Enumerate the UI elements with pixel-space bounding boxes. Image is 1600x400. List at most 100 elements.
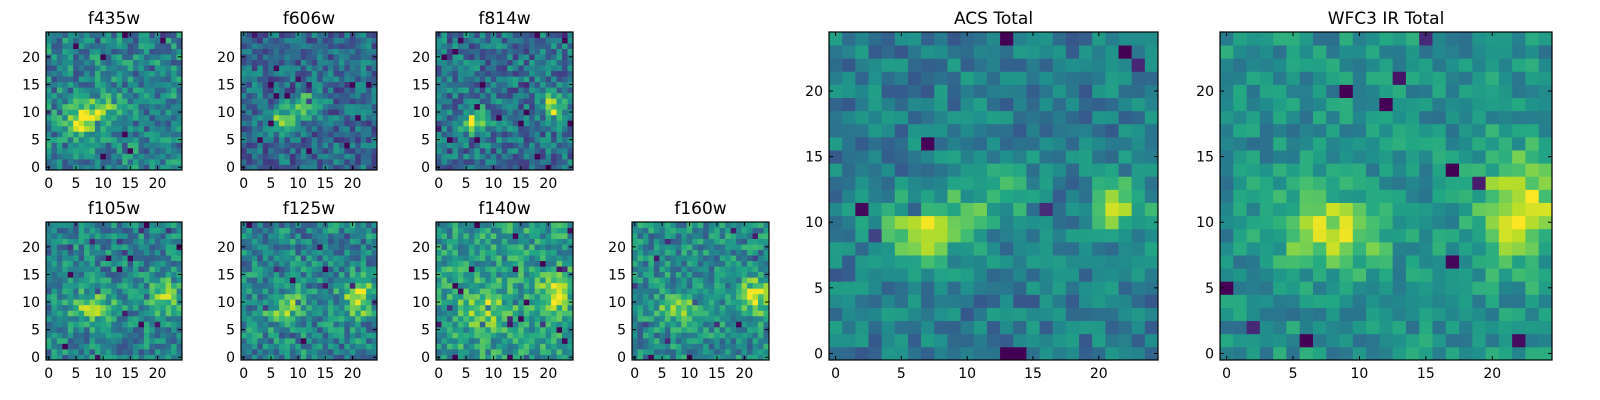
heatmap-cell [160,227,167,234]
y-tick-label: 10 [217,295,235,311]
heatmap-cell [89,260,96,267]
heatmap-cell [545,271,552,278]
heatmap-cell [366,233,372,239]
heatmap-cell [551,87,557,94]
heatmap-cell [78,70,85,77]
heatmap-cell [62,147,69,154]
heatmap-cell [279,136,285,143]
heatmap-cell [540,271,546,278]
heatmap-cell [317,120,323,127]
heatmap-cell [127,114,134,121]
heatmap-cell [441,343,448,350]
heatmap-cell [681,337,688,344]
heatmap-cell [562,299,568,306]
heatmap-cell [485,227,492,234]
heatmap-cell [51,271,58,278]
heatmap-cell [730,288,737,295]
heatmap-cell [507,65,514,72]
heatmap-cell [67,277,74,284]
heatmap-cell [485,70,492,77]
heatmap-cell [317,92,323,99]
heatmap-cell [1131,320,1146,335]
heatmap-cell [279,98,285,105]
heatmap-cell [78,288,85,295]
heatmap-cell [78,238,85,245]
heatmap-cell [300,244,307,250]
heatmap-cell [496,114,503,121]
heatmap-cell [714,233,721,239]
heatmap-cell [496,326,503,333]
heatmap-cell [355,238,362,245]
heatmap-cell [446,48,453,55]
heatmap-cell [567,249,574,256]
heatmap-cell [349,244,356,250]
heatmap-cell [133,114,139,121]
heatmap-cell [105,227,112,234]
heatmap-cell [344,32,351,38]
heatmap-cell [829,333,843,348]
heatmap-cell [512,354,519,361]
heatmap-cell [730,244,737,250]
heatmap-cell [907,241,922,256]
heatmap-cell [637,315,644,322]
heatmap-cell [659,293,666,300]
heatmap-cell [328,255,334,262]
heatmap-cell [479,310,486,317]
heatmap-cell [246,288,253,295]
heatmap-cell [474,277,481,284]
heatmap-cell [165,282,172,289]
heatmap-cell [496,321,503,328]
heatmap-cell [664,310,671,317]
heatmap-cell [62,109,69,116]
heatmap-cell [725,233,732,239]
heatmap-cell [62,310,69,317]
heatmap-cell [1105,307,1119,322]
heatmap-cell [349,131,356,138]
heatmap-cell [1092,163,1106,177]
heatmap-cell [507,37,514,44]
heatmap-cell [479,98,486,105]
heatmap-cell [441,81,448,88]
heatmap-cell [441,299,448,306]
heatmap-cell [138,48,145,55]
heatmap-cell [127,65,134,72]
heatmap-cell [653,354,660,361]
heatmap-cell [686,277,693,284]
heatmap-cell [681,238,688,245]
heatmap-cell [1092,268,1106,282]
heatmap-cell [127,147,134,154]
heatmap-cell [241,337,247,344]
heatmap-cell [947,241,961,256]
heatmap-cell [463,260,470,267]
heatmap-cell [545,310,552,317]
heatmap-cell [441,255,448,262]
heatmap-cell [143,337,150,344]
heatmap-cell [311,114,318,121]
heatmap-cell [540,233,546,239]
heatmap-cell [366,277,372,284]
heatmap-cell [116,343,123,350]
heatmap-cell [111,337,118,344]
heatmap-cell [46,293,52,300]
heatmap-cell [490,348,497,355]
heatmap-cell [344,222,351,228]
heatmap-cell [474,222,481,228]
heatmap-cell [551,65,557,72]
heatmap-cell [551,321,557,328]
heatmap-cell [1105,268,1119,282]
heatmap-cell [67,288,74,295]
heatmap-cell [842,189,856,203]
heatmap-cell [122,244,128,250]
heatmap-cell [485,337,492,344]
heatmap-cell [670,227,677,234]
heatmap-cell [133,255,139,262]
y-tick-label: 20 [22,50,40,66]
heatmap-cell [149,147,156,154]
heatmap-cell [241,315,247,322]
heatmap-cell [154,249,161,256]
heatmap-cell [355,131,362,138]
heatmap-cell [154,147,161,154]
heatmap-cell [703,332,710,339]
heatmap-cell [328,326,334,333]
